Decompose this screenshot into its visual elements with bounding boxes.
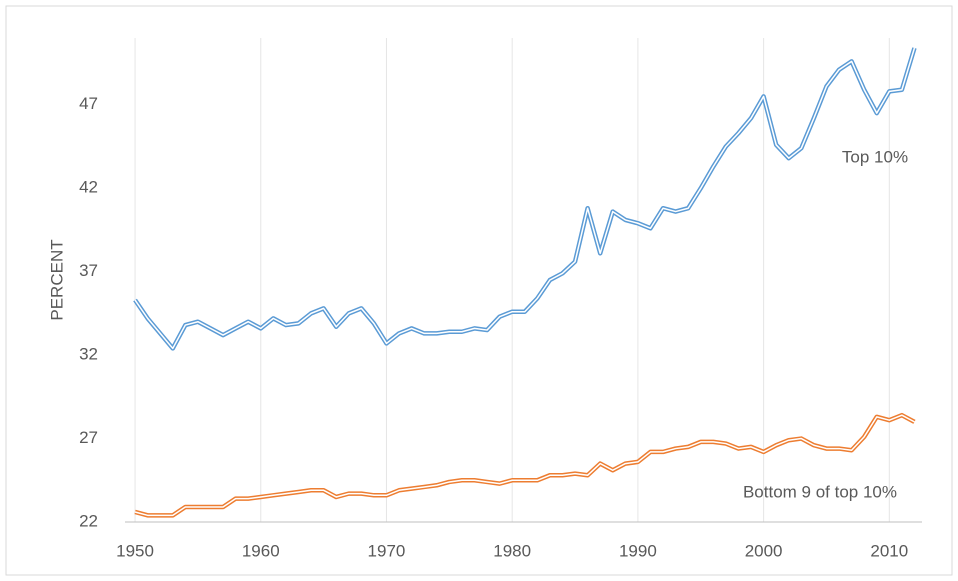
y-tick-label: 22	[79, 511, 98, 530]
series-label: Bottom 9 of top 10%	[743, 482, 897, 501]
x-tick-label: 1980	[493, 541, 531, 560]
y-tick-label: 32	[79, 345, 98, 364]
x-tick-label: 1950	[116, 541, 154, 560]
y-tick-label: 42	[79, 178, 98, 197]
series-label: Top 10%	[842, 147, 908, 166]
x-tick-label: 1960	[242, 541, 280, 560]
y-tick-label: 27	[79, 428, 98, 447]
x-tick-label: 2010	[870, 541, 908, 560]
series-line-inner	[134, 47, 916, 350]
y-tick-label: 37	[79, 261, 98, 280]
x-tick-label: 2000	[745, 541, 783, 560]
y-tick-label: 47	[79, 94, 98, 113]
y-axis-label: PERCENT	[47, 239, 66, 320]
x-tick-label: 1970	[368, 541, 406, 560]
series-line	[133, 47, 917, 351]
chart-frame	[5, 5, 953, 576]
series-line-inner	[134, 414, 915, 517]
x-tick-label: 1990	[619, 541, 657, 560]
